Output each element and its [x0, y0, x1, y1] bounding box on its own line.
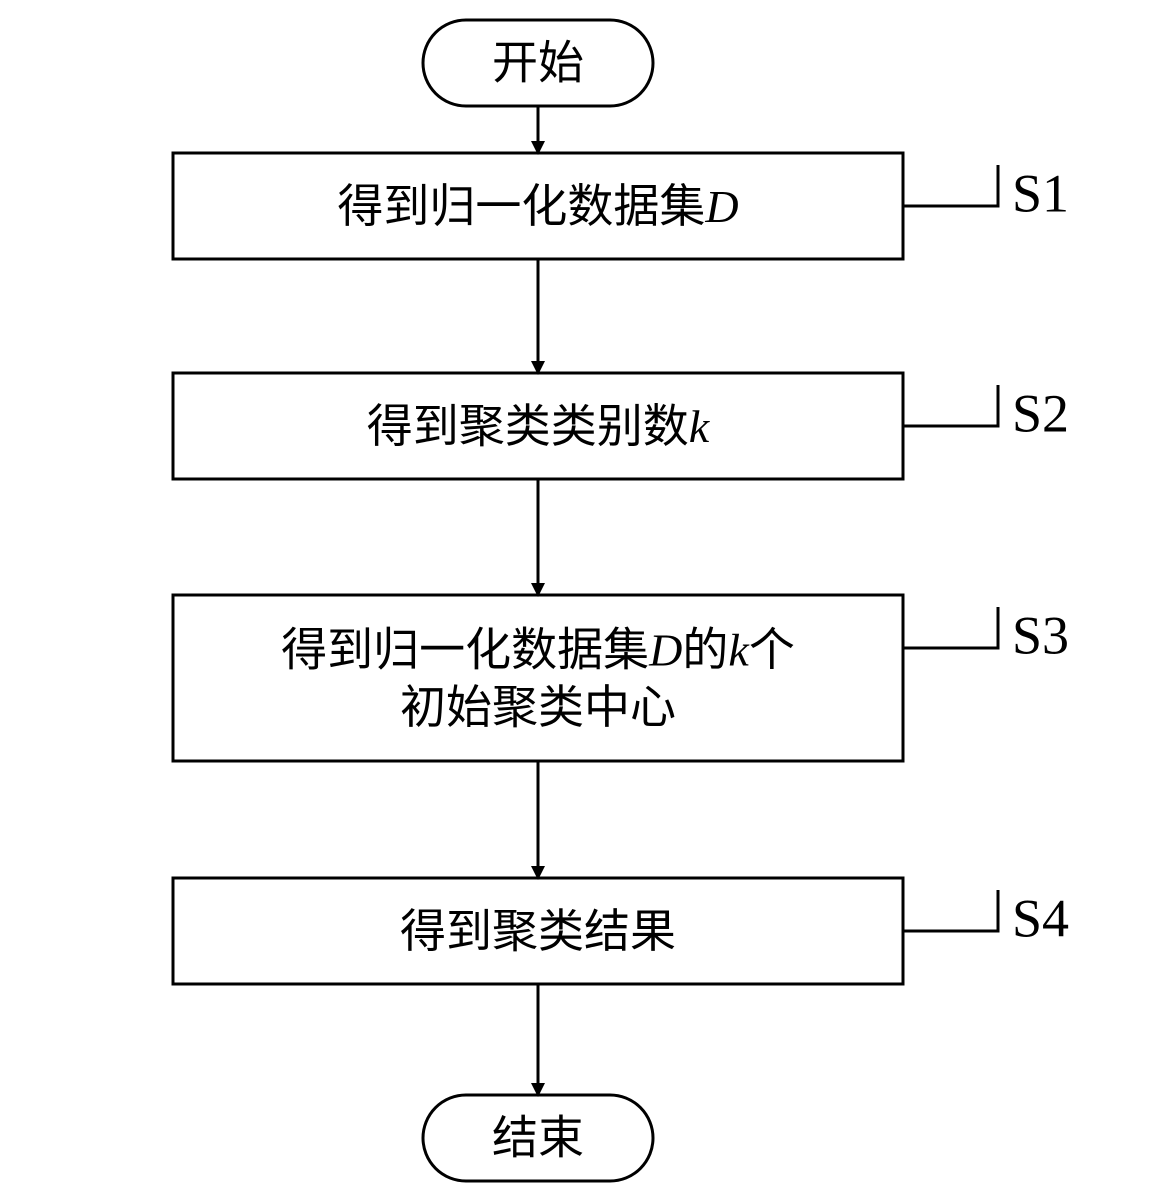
- s1-connector: [903, 165, 998, 206]
- s1-step-label: S1: [1012, 163, 1069, 223]
- s4-connector: [903, 890, 998, 931]
- flowchart-canvas: 开始得到归一化数据集D S1 得到聚类类别数k S2 得到归一化数据集D的k个初始聚类中…: [0, 0, 1158, 1184]
- s3-text-line-1: 初始聚类中心: [400, 681, 676, 732]
- s3-node: [173, 595, 903, 761]
- start-label: 开始: [492, 38, 584, 89]
- s4-text-line-0: 得到聚类结果: [400, 906, 676, 957]
- s3-connector: [903, 607, 998, 648]
- s1-text-line-0: 得到归一化数据集D: [337, 181, 738, 232]
- s4-step-label: S4: [1012, 888, 1069, 948]
- s3-text-line-0: 得到归一化数据集D的k个: [281, 624, 795, 675]
- end-label: 结束: [492, 1113, 584, 1164]
- s3-step-label: S3: [1012, 605, 1069, 665]
- s2-text-line-0: 得到聚类类别数k: [367, 401, 711, 452]
- s2-connector: [903, 385, 998, 426]
- s2-step-label: S2: [1012, 383, 1069, 443]
